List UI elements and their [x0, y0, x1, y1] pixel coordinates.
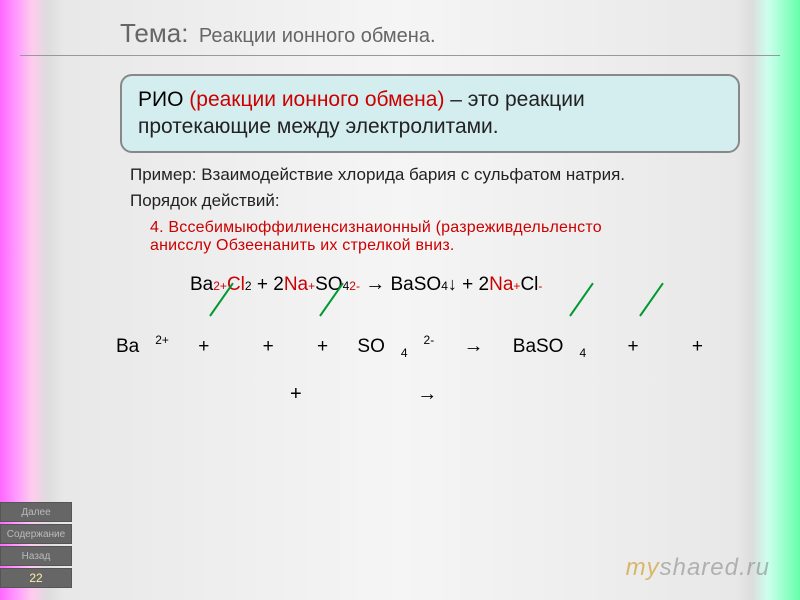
- t: .ru: [739, 554, 770, 581]
- next-button[interactable]: Далее: [0, 502, 72, 522]
- definition-box: РИО (реакции ионного обмена) – это реакц…: [120, 74, 740, 153]
- strike-line: [569, 283, 594, 317]
- t: +: [627, 336, 638, 357]
- t: Ba2+: [108, 336, 177, 357]
- bottom-row: + →: [290, 383, 437, 406]
- ionic-equation: Ba2+ + + + SO42- → BaSO4 + +: [100, 333, 711, 359]
- t: →: [365, 273, 385, 295]
- molecular-equation: Ba2+Cl2 + 2Na+SO42- → BaSO4↓ + 2Na+Cl-: [190, 273, 542, 296]
- def-abbr: РИО: [138, 88, 183, 111]
- arrow-down-icon: ↓: [448, 274, 457, 295]
- nav-sidebar: Далее Содержание Назад 22: [0, 502, 72, 588]
- t: + 2: [257, 274, 284, 295]
- title-sub: Реакции ионного обмена.: [199, 25, 436, 47]
- red-line-2: анисслу Обзеенанить их стрелкой вниз.: [150, 237, 740, 255]
- t: -: [538, 279, 542, 293]
- def-paren: (реакции ионного обмена): [189, 88, 444, 111]
- order-text: Порядок действий:: [130, 191, 740, 211]
- overlapped-red-text: 4. Вссебимыюффилиенсизнаионный (разрежив…: [150, 219, 740, 256]
- t: + 2: [462, 274, 489, 295]
- t: +: [317, 336, 328, 357]
- t: +: [263, 336, 274, 357]
- equation-area: Ba2+Cl2 + 2Na+SO42- → BaSO4↓ + 2Na+Cl- B…: [100, 273, 760, 473]
- toc-button[interactable]: Содержание: [0, 524, 72, 544]
- t: SO42-: [349, 336, 442, 357]
- watermark: myshared.ru: [626, 554, 770, 582]
- t: BaSO4: [505, 336, 594, 357]
- t: Cl: [520, 274, 538, 295]
- t: shared: [660, 554, 739, 581]
- t: 2: [245, 279, 252, 293]
- page-number: 22: [0, 568, 72, 588]
- t: Na: [284, 274, 308, 295]
- t: →: [417, 383, 437, 405]
- t: my: [626, 554, 660, 581]
- t: +: [692, 336, 703, 357]
- red-line-1: 4. Вссебимыюффилиенсизнаионный (разрежив…: [150, 219, 740, 237]
- t: →: [463, 335, 483, 357]
- t: SO: [315, 274, 342, 295]
- t: +: [290, 383, 302, 405]
- title-bar: Тема: Реакции ионного обмена.: [20, 0, 780, 56]
- t: Na: [489, 274, 513, 295]
- t: 2-: [349, 279, 360, 293]
- t: +: [198, 336, 209, 357]
- strike-line: [639, 283, 664, 317]
- t: Ba: [190, 274, 213, 295]
- title-main: Тема:: [120, 18, 188, 48]
- t: 4: [441, 279, 448, 293]
- back-button[interactable]: Назад: [0, 546, 72, 566]
- t: BaSO: [391, 274, 442, 295]
- example-text: Пример: Взаимодействие хлорида бария с с…: [130, 165, 740, 185]
